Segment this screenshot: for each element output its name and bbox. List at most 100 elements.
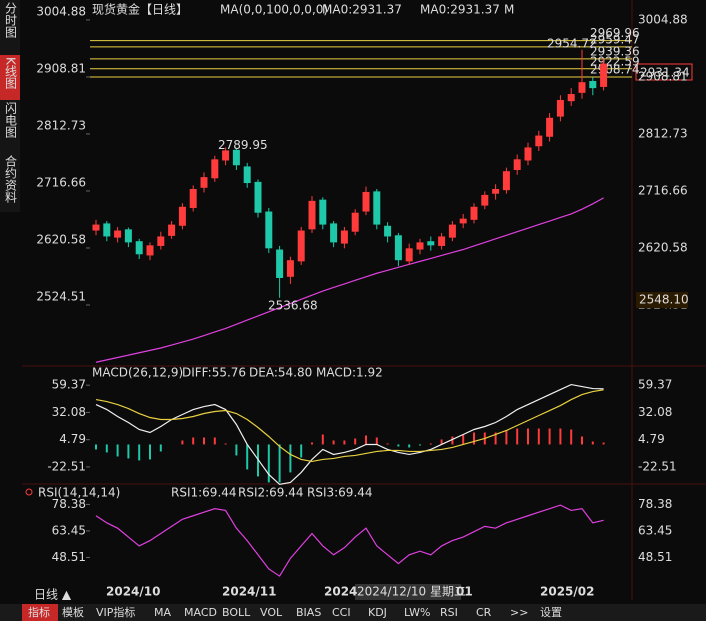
x-label: 01 [456,585,473,599]
candle-body [297,230,305,262]
x-label: 2024 [324,585,357,599]
candle-body [481,194,489,206]
toolbar-item[interactable]: CCI [332,606,351,619]
candle-body [416,242,424,250]
macd-dea-label: DEA:54.80 [249,366,312,380]
y-tick-label-right: 32.08 [638,405,672,419]
x-label: 2024/11 [222,585,276,599]
toolbar-item[interactable]: LW% [404,606,430,619]
toolbar-item[interactable]: BOLL [222,606,251,619]
candle-body [556,99,564,117]
y-tick-label-right: 3004.88 [638,12,688,26]
x-label: 2024/10 [106,585,160,599]
candle-body [254,181,262,213]
diff-line [95,383,604,486]
header-item: M [504,3,514,17]
period-switch[interactable]: 日线 ▲ [34,588,72,602]
candle-body [308,200,316,230]
candle-body [535,135,543,147]
y-tick-label: 59.37 [52,378,86,392]
toolbar-active [22,604,58,621]
level-label: 2959.47 [590,32,640,46]
candle-body [405,248,413,262]
candle-body [146,245,154,256]
y-tick-label: 2524.51 [36,289,86,303]
last-price: 2931.34 [640,66,690,80]
high-label: 2789.95 [218,138,268,152]
candle-body [492,188,500,194]
candle-body [470,206,478,220]
toolbar-item[interactable]: RSI [440,606,458,619]
sidebar-tab[interactable]: 分时图 [4,2,18,38]
candle-body [103,223,111,237]
y-tick-label: 2716.66 [36,175,86,189]
candle-body [189,188,197,208]
candle-body [92,224,100,231]
header-item: MA0:2931.37 [322,3,402,17]
toolbar-item[interactable]: MACD [184,606,217,619]
x-label: 2025/02 [540,585,594,599]
candle-body [330,223,338,243]
y-tick-label-right: 59.37 [638,378,672,392]
dea-line [95,389,604,463]
title: 现货黄金 [92,2,140,17]
candle-body [340,230,348,244]
rsi-label: RSI2:69.44 [238,486,304,500]
candle-body [384,225,392,237]
toolbar-item[interactable]: 设置 [540,606,562,619]
candle-body [567,94,575,102]
candle-body [222,150,230,161]
y-tick-label-right: 2716.66 [638,183,688,197]
candle-body [319,199,327,225]
sidebar-tab[interactable]: 合约资料 [4,154,18,203]
last-price-box [635,63,693,81]
y-tick-label-right: 2908.81 [638,69,688,83]
candle-body [157,236,165,246]
candle-body [459,218,467,224]
cursor-box [636,292,688,308]
toolbar-item[interactable]: 指标 [28,605,50,619]
level-label: 2939.36 [590,44,640,58]
cursor-price: 2548.10 [639,293,689,307]
candle-body [362,191,370,212]
sidebar-tab[interactable]: 闪电图 [4,102,18,138]
candle-body [589,80,597,89]
y-tick-label: 3004.88 [36,4,86,18]
toolbar-item[interactable]: VOL [260,606,283,619]
y-tick-label: -22.51 [47,459,86,473]
candle-body [265,211,273,249]
toolbar-item[interactable]: BIAS [296,606,321,619]
sidebar-active [0,55,20,100]
toolbar-item[interactable]: MA [154,606,171,619]
candle-body [286,260,294,277]
candle-body [502,171,510,191]
ma-line [95,197,604,363]
candle-body [168,224,176,236]
candle-body [600,63,608,87]
sidebar-tab[interactable]: K线图 [4,57,18,89]
low-label: 2536.68 [268,299,318,313]
cursor-date-bg [355,584,461,600]
macd-title: MACD(26,12,9) [92,366,183,380]
candle-body [232,149,240,166]
y-tick-label-right: 2620.58 [638,240,688,254]
y-tick-label-right: 63.45 [638,523,672,537]
toolbar-item[interactable]: >> [510,606,528,619]
peak-label: 2954.72 [547,37,597,51]
candle-body [114,230,122,238]
y-tick-label: 32.08 [52,405,86,419]
toolbar-item[interactable]: VIP指标 [96,605,135,619]
header-item: MA0:2931.37 [420,3,500,17]
period: 【日线】 [140,3,188,17]
candle-body [513,159,521,170]
y-tick-label: 4.79 [59,432,86,446]
candle-body [178,206,186,226]
candle-body [448,224,456,238]
toolbar-item[interactable]: KDJ [368,606,387,619]
candle-body [211,159,219,179]
toolbar-item[interactable]: 模板 [62,605,84,619]
toolbar-item[interactable]: CR [476,606,492,619]
rsi-line [95,504,604,577]
candle-body [394,235,402,261]
